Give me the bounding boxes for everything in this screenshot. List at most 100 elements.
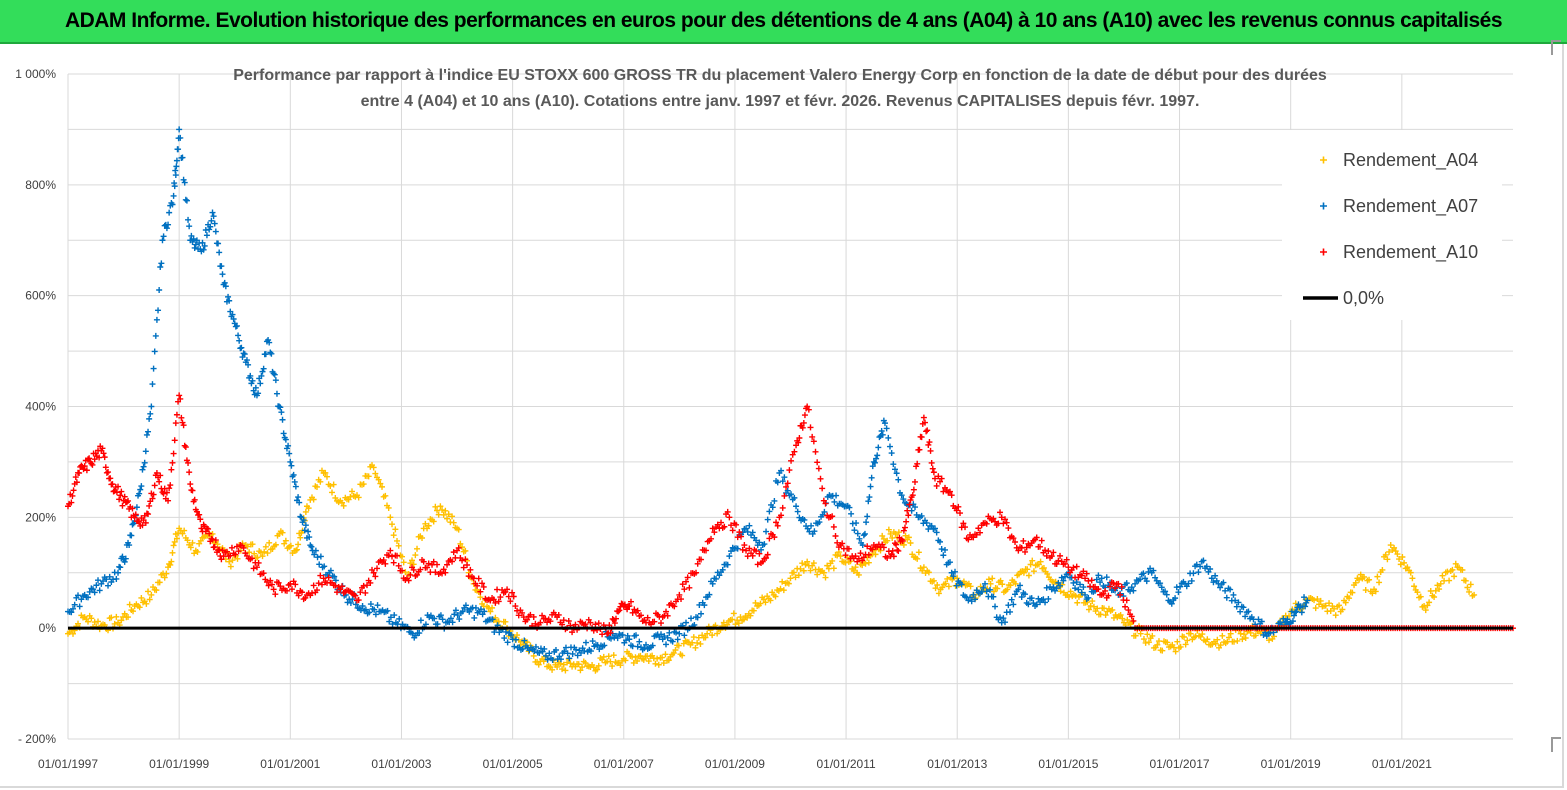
- data-point: [970, 534, 977, 541]
- data-point: [132, 511, 139, 518]
- data-point: [370, 464, 377, 471]
- data-point: [1035, 595, 1042, 602]
- data-point: [592, 621, 599, 628]
- data-point: [489, 604, 496, 611]
- data-point: [555, 611, 562, 618]
- data-point: [1033, 601, 1040, 608]
- data-point: [1162, 588, 1169, 595]
- data-point: [365, 473, 372, 480]
- data-point: [178, 414, 185, 421]
- x-tick-label: 01/01/2017: [1150, 757, 1210, 771]
- data-point: [515, 612, 522, 619]
- data-point: [430, 558, 437, 565]
- data-point: [933, 482, 940, 489]
- data-point: [902, 532, 909, 539]
- data-point: [1072, 585, 1079, 592]
- data-point: [1349, 589, 1356, 596]
- data-point: [1241, 631, 1248, 638]
- data-point: [119, 502, 126, 509]
- data-point: [634, 607, 641, 614]
- data-point: [791, 448, 798, 455]
- data-point: [477, 606, 484, 613]
- data-point: [402, 569, 409, 576]
- data-point: [1024, 566, 1031, 573]
- data-point: [532, 643, 539, 650]
- data-point: [784, 487, 791, 494]
- data-point: [481, 608, 488, 615]
- data-point: [970, 591, 977, 598]
- data-point: [333, 589, 340, 596]
- data-point: [394, 537, 401, 544]
- data-point: [617, 662, 624, 669]
- data-point: [1376, 579, 1383, 586]
- data-point: [804, 403, 811, 410]
- data-point: [577, 649, 584, 656]
- data-point: [1080, 584, 1087, 591]
- data-point: [753, 537, 760, 544]
- data-point: [1005, 525, 1012, 532]
- data-point: [1000, 520, 1007, 527]
- data-point: [736, 529, 743, 536]
- data-point: [477, 594, 484, 601]
- data-point: [579, 664, 586, 671]
- data-point: [948, 569, 955, 576]
- data-point: [487, 608, 494, 615]
- data-point: [921, 419, 928, 426]
- data-point: [504, 639, 511, 646]
- data-point: [130, 608, 137, 615]
- data-point: [947, 488, 954, 495]
- data-point: [1317, 597, 1324, 604]
- data-point: [317, 553, 324, 560]
- x-tick-label: 01/01/1999: [149, 757, 209, 771]
- data-point: [1100, 605, 1107, 612]
- data-point: [355, 494, 362, 501]
- data-point: [1361, 573, 1368, 580]
- data-point: [726, 514, 733, 521]
- data-point: [1226, 634, 1232, 641]
- data-point: [663, 608, 670, 615]
- data-point: [1020, 569, 1027, 576]
- data-point: [893, 541, 900, 548]
- data-point: [450, 549, 457, 556]
- data-point: [321, 563, 328, 570]
- data-point: [1038, 537, 1045, 544]
- data-point: [778, 467, 785, 474]
- data-point: [176, 126, 183, 133]
- data-point: [76, 603, 83, 610]
- data-point: [212, 537, 219, 544]
- data-point: [75, 592, 82, 599]
- data-point: [1130, 587, 1137, 594]
- data-point: [310, 582, 317, 589]
- data-point: [1164, 639, 1171, 646]
- data-point: [1210, 579, 1217, 586]
- data-point: [744, 528, 751, 535]
- data-point: [561, 648, 568, 655]
- data-point: [439, 506, 446, 513]
- data-point: [740, 616, 747, 623]
- data-point: [1298, 609, 1305, 616]
- data-point: [1217, 584, 1224, 591]
- data-point: [1072, 592, 1079, 599]
- data-point: [272, 377, 279, 384]
- data-point: [474, 582, 481, 589]
- data-point: [864, 543, 871, 550]
- data-point: [767, 597, 774, 604]
- data-point: [678, 596, 685, 603]
- data-point: [119, 553, 126, 560]
- data-point: [452, 554, 459, 561]
- data-point: [181, 179, 188, 186]
- data-point: [1115, 580, 1122, 587]
- data-point: [1409, 575, 1416, 582]
- data-point: [885, 434, 892, 441]
- data-point: [728, 522, 735, 529]
- data-point: [286, 450, 293, 457]
- data-point: [136, 519, 143, 526]
- data-point: [1193, 561, 1200, 568]
- data-point: [422, 621, 429, 628]
- data-point: [643, 641, 649, 648]
- data-point: [686, 584, 693, 591]
- data-point: [399, 553, 406, 560]
- data-point: [762, 599, 769, 606]
- data-point: [709, 632, 716, 639]
- data-point: [842, 552, 849, 559]
